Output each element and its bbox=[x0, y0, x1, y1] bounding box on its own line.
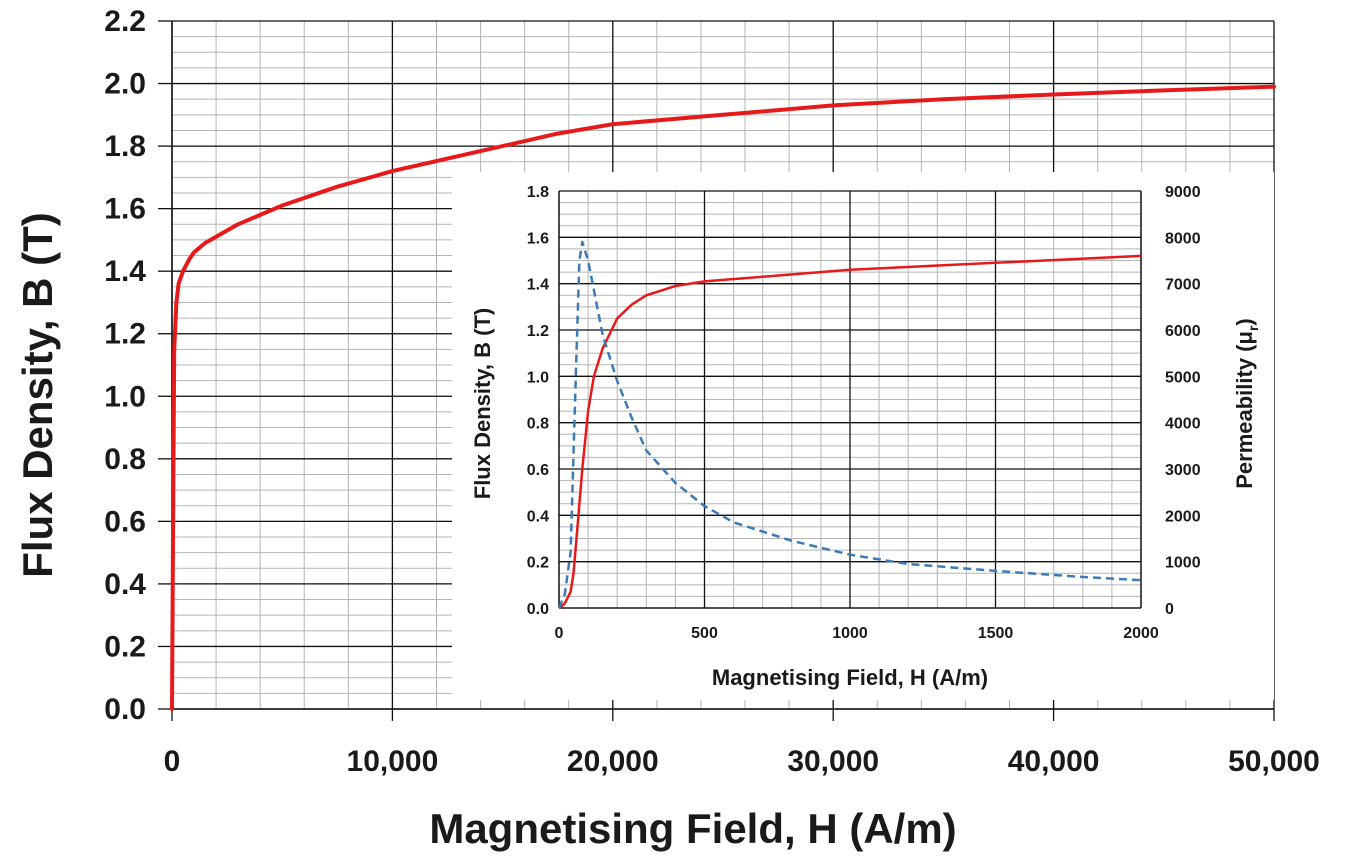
inset-y2-tick-label: 9000 bbox=[1165, 184, 1201, 201]
inset-y2-tick-label: 6000 bbox=[1165, 323, 1201, 340]
inset-panel bbox=[452, 172, 1274, 700]
main-x-tick-label: 0 bbox=[164, 745, 181, 778]
main-y-tick-label: 1.0 bbox=[104, 380, 146, 413]
inset-y2-axis-label-end: ) bbox=[1232, 318, 1257, 325]
main-y-tick-label: 2.2 bbox=[104, 5, 146, 38]
main-y-tick-label: 0.0 bbox=[104, 693, 146, 726]
inset-y-tick-label: 0.2 bbox=[527, 555, 549, 572]
main-y-tick-label: 1.2 bbox=[104, 318, 146, 351]
main-x-axis-label: Magnetising Field, H (A/m) bbox=[429, 805, 956, 852]
main-y-tick-label: 0.2 bbox=[104, 630, 146, 663]
main-y-tick-label: 1.4 bbox=[104, 255, 146, 288]
inset-y-axis-label: Flux Density, B (T) bbox=[470, 308, 495, 500]
main-y-tick-label: 1.8 bbox=[104, 130, 146, 163]
inset-x-tick-label: 1000 bbox=[832, 625, 868, 642]
inset-x-tick-label: 1500 bbox=[978, 625, 1014, 642]
inset-y2-axis-label-main: Permeability (μ bbox=[1232, 331, 1257, 489]
inset-y2-tick-label: 7000 bbox=[1165, 277, 1201, 294]
main-y-tick-label: 1.6 bbox=[104, 193, 146, 226]
main-series-line bbox=[170, 84, 1276, 711]
inset-y-tick-label: 0.6 bbox=[527, 462, 549, 479]
inset-y2-tick-label: 1000 bbox=[1165, 555, 1201, 572]
inset-y2-tick-label: 3000 bbox=[1165, 462, 1201, 479]
main-x-tick-label: 10,000 bbox=[347, 745, 439, 778]
main-y-tick-label: 0.4 bbox=[104, 568, 146, 601]
main-y-tick-label: 2.0 bbox=[104, 68, 146, 101]
inset-x-tick-label: 2000 bbox=[1123, 625, 1159, 642]
inset-y2-tick-label: 0 bbox=[1165, 601, 1174, 618]
inset-y-tick-label: 1.8 bbox=[527, 184, 549, 201]
inset-y-tick-label: 0.4 bbox=[527, 508, 549, 525]
inset-y2-axis-label-subscript: r bbox=[1245, 325, 1261, 331]
inset-y-tick-label: 1.4 bbox=[527, 277, 549, 294]
main-x-tick-label: 20,000 bbox=[567, 745, 659, 778]
inset-y-tick-label: 1.6 bbox=[527, 230, 549, 247]
inset-x-tick-label: 500 bbox=[691, 625, 718, 642]
main-x-tick-label: 40,000 bbox=[1008, 745, 1100, 778]
main-y-axis-label: Flux Density, B (T) bbox=[14, 212, 61, 578]
main-y-tick-label: 0.6 bbox=[104, 505, 146, 538]
main-y-tick-label: 0.8 bbox=[104, 443, 146, 476]
inset-y2-tick-label: 4000 bbox=[1165, 416, 1201, 433]
main-x-tick-label: 30,000 bbox=[787, 745, 879, 778]
inset-y-tick-label: 0.0 bbox=[527, 601, 549, 618]
inset-y2-tick-label: 2000 bbox=[1165, 508, 1201, 525]
inset-y2-tick-label: 5000 bbox=[1165, 369, 1201, 386]
inset-flux-density-line bbox=[558, 254, 1142, 609]
inset-y-tick-label: 1.0 bbox=[527, 369, 549, 386]
inset-y-tick-label: 1.2 bbox=[527, 323, 549, 340]
inset-y2-axis-label: Permeability (μr) bbox=[1232, 318, 1261, 489]
inset-x-axis-label: Magnetising Field, H (A/m) bbox=[712, 665, 988, 690]
inset-y-tick-label: 0.8 bbox=[527, 416, 549, 433]
inset-x-tick-label: 0 bbox=[555, 625, 564, 642]
inset-y2-tick-label: 8000 bbox=[1165, 230, 1201, 247]
main-x-tick-label: 50,000 bbox=[1228, 745, 1320, 778]
